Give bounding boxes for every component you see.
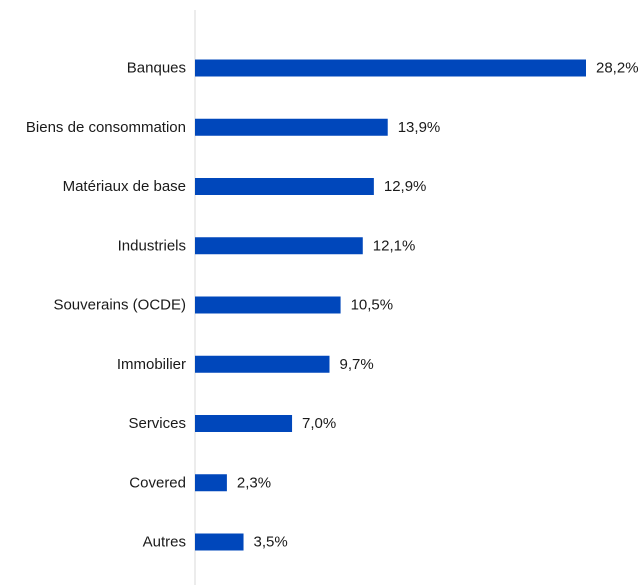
value-label-4: 10,5% xyxy=(351,297,394,314)
category-label-2: Matériaux de base xyxy=(63,178,186,195)
value-label-6: 7,0% xyxy=(302,415,336,432)
category-label-0: Banques xyxy=(127,60,186,77)
bar-6 xyxy=(195,415,293,432)
category-label-3: Industriels xyxy=(118,237,186,254)
category-labels-group: Banques Biens de consommation Matériaux de… xyxy=(26,60,186,551)
bar-8 xyxy=(195,533,244,551)
category-label-6: Services xyxy=(128,415,186,432)
value-label-1: 13,9% xyxy=(398,119,441,136)
value-labels-group: 28,2% 13,9% 12,9% 12,1% 10,5% 9,7% 7,0% 2,3% 3,5… xyxy=(237,60,639,551)
value-label-2: 12,9% xyxy=(384,178,427,195)
value-label-5: 9,7% xyxy=(339,356,373,373)
bar-4 xyxy=(195,296,341,314)
bar-5 xyxy=(195,355,330,373)
bar-3 xyxy=(195,237,363,255)
category-label-8: Autres xyxy=(143,534,186,551)
bars-group xyxy=(195,59,586,551)
category-label-5: Immobilier xyxy=(117,356,186,373)
category-label-7: Covered xyxy=(129,474,186,491)
bar-7 xyxy=(195,474,227,492)
category-label-4: Souverains (OCDE) xyxy=(53,297,186,314)
value-label-0: 28,2% xyxy=(596,60,639,77)
bar-0 xyxy=(195,59,586,77)
category-label-1: Biens de consommation xyxy=(26,119,186,136)
value-label-8: 3,5% xyxy=(254,534,288,551)
bar-2 xyxy=(195,178,374,195)
bar-1 xyxy=(195,118,388,136)
value-label-7: 2,3% xyxy=(237,474,271,491)
value-label-3: 12,1% xyxy=(373,237,416,254)
